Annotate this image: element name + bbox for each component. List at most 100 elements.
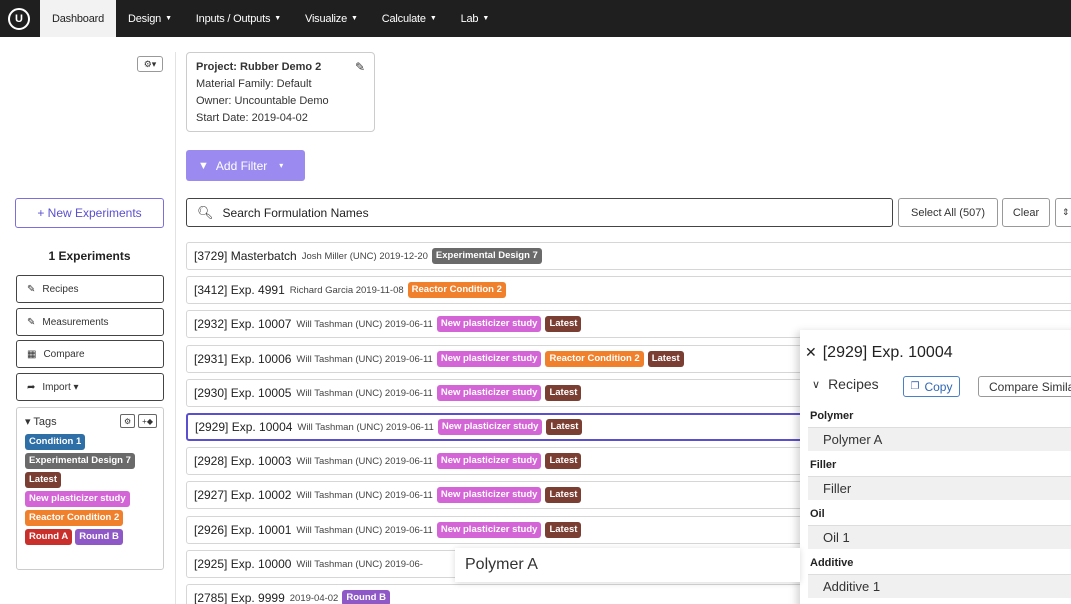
nav-item-visualize[interactable]: Visualize ▼ — [293, 0, 370, 37]
nav-item-label: Dashboard — [52, 12, 105, 25]
nav-item-calculate[interactable]: Calculate ▼ — [370, 0, 449, 37]
nav-item-inputs-outputs[interactable]: Inputs / Outputs ▼ — [184, 0, 293, 37]
compare-button[interactable]: ▦ Compare — [16, 340, 164, 368]
tag-chip[interactable]: New plasticizer study — [436, 351, 542, 367]
material-family: Material Family: Default — [196, 78, 312, 90]
search-input[interactable]: 🔍︎ Search Formulation Names — [186, 198, 893, 227]
add-filter-button[interactable]: ▼ Add Filter ▾ — [186, 150, 305, 181]
caret-down-icon: ▼ — [482, 15, 490, 22]
experiment-name: [2785] Exp. 9999 — [194, 591, 285, 604]
tag-chip[interactable]: Latest — [647, 351, 684, 367]
copy-label: Copy — [924, 379, 953, 394]
tags-title[interactable]: ▾ Tags — [25, 415, 57, 428]
copy-button[interactable]: ❐ Copy — [903, 376, 960, 397]
chevron-down-icon[interactable]: ▾ — [279, 161, 284, 170]
gear-icon: ⚙ — [124, 416, 132, 426]
tag-chip[interactable]: Experimental Design 7 — [25, 453, 135, 469]
experiment-name: [2932] Exp. 10007 — [194, 317, 292, 331]
recipes-button[interactable]: ✎ Recipes — [16, 275, 164, 303]
tag-chip[interactable]: Latest — [546, 419, 583, 435]
tag-chip[interactable]: New plasticizer study — [436, 316, 542, 332]
recipes-toggle[interactable]: ∨ Recipes — [812, 376, 879, 392]
nav-item-label: Calculate — [381, 12, 426, 25]
nav-item-dashboard[interactable]: Dashboard — [40, 0, 117, 37]
panel-title: [2929] Exp. 10004 — [822, 344, 953, 361]
tag-chip[interactable]: Reactor Condition 2 — [407, 282, 506, 298]
top-nav: U Dashboard Design ▼ Inputs / Outputs ▼ Visua… — [0, 0, 1071, 37]
tag-chip[interactable]: Latest — [545, 385, 582, 401]
logo-icon[interactable]: U — [8, 7, 30, 30]
ingredient-item[interactable]: Filler — [808, 476, 1071, 500]
share-arrow-icon: ➦ — [27, 381, 36, 393]
experiment-meta: Will Tashman (UNC) 2019-06- — [296, 558, 423, 570]
sort-button[interactable]: ⇕ — [1055, 198, 1071, 227]
tag-chip[interactable]: New plasticizer study — [436, 522, 542, 538]
experiment-row[interactable]: [2932] Exp. 10007 Will Tashman (UNC) 2019… — [186, 310, 1071, 338]
project-title: Project: Rubber Demo 2 — [196, 61, 322, 73]
add-tag-button[interactable]: +◆ — [138, 414, 157, 428]
add-filter-label: Add Filter — [215, 158, 268, 173]
select-all-button[interactable]: Select All (507) — [898, 198, 998, 227]
grid-icon: ▦ — [27, 348, 37, 360]
tag-chip[interactable]: Condition 1 — [25, 434, 86, 450]
experiment-row[interactable]: [3412] Exp. 4991 Richard Garcia 2019-11-0… — [186, 276, 1071, 304]
ingredient-item[interactable]: Polymer A — [808, 427, 1071, 451]
autocomplete-popup[interactable]: Polymer A — [455, 548, 800, 582]
search-icon: 🔍︎ — [197, 204, 214, 220]
nav-item-label: Visualize — [305, 12, 348, 25]
tag-chip[interactable]: Latest — [545, 487, 582, 503]
recipes-heading: Recipes — [828, 376, 879, 392]
tag-chip[interactable]: Round A — [25, 529, 73, 545]
sidebar-divider — [175, 52, 176, 604]
compare-label: Compare — [43, 348, 85, 360]
add-tag-icon: +◆ — [142, 416, 153, 426]
clear-button[interactable]: Clear — [1002, 198, 1050, 227]
tag-chip[interactable]: New plasticizer study — [436, 453, 542, 469]
settings-dropdown-button[interactable]: ⚙▾ — [137, 56, 163, 72]
experiment-meta: Will Tashman (UNC) 2019-06-11 — [296, 387, 433, 399]
tag-chip[interactable]: Round B — [75, 529, 123, 545]
nav-item-label: Lab — [460, 12, 479, 25]
experiment-detail-panel: ✕ [2929] Exp. 10004 ∨ Recipes ❐ Copy Comp… — [800, 330, 1071, 604]
project-card: Project: Rubber Demo 2 Material Family: … — [186, 52, 375, 132]
experiment-name: [3412] Exp. 4991 — [194, 283, 285, 297]
experiments-count: 1 Experiments — [48, 249, 131, 263]
ingredient-item[interactable]: Additive 1 — [808, 574, 1071, 598]
experiment-name: [2926] Exp. 10001 — [194, 523, 292, 537]
tag-chip[interactable]: Experimental Design 7 — [431, 248, 542, 264]
import-button[interactable]: ➦ Import ▾ — [16, 373, 164, 401]
new-experiments-button[interactable]: + New Experiments — [15, 198, 164, 228]
ingredient-item[interactable]: Oil 1 — [808, 525, 1071, 549]
tag-chip[interactable]: New plasticizer study — [437, 419, 543, 435]
tag-chip[interactable]: Latest — [25, 472, 61, 488]
pencil-icon: ✎ — [27, 316, 36, 328]
caret-down-icon: ▼ — [429, 15, 437, 22]
experiment-meta: Will Tashman (UNC) 2019-06-11 — [296, 455, 433, 467]
experiment-meta: Will Tashman (UNC) 2019-06-11 — [296, 318, 433, 330]
close-icon[interactable]: ✕ — [805, 344, 817, 360]
measurements-button[interactable]: ✎ Measurements — [16, 308, 164, 336]
experiment-name: [2927] Exp. 10002 — [194, 488, 292, 502]
edit-icon[interactable]: ✎ — [354, 60, 365, 74]
tag-chip[interactable]: Latest — [545, 453, 582, 469]
experiment-row[interactable]: [3729] Masterbatch Josh Miller (UNC) 2019… — [186, 242, 1071, 270]
nav-item-design[interactable]: Design ▼ — [116, 0, 184, 37]
ingredient-category: Oil — [810, 508, 825, 520]
tag-chip[interactable]: Reactor Condition 2 — [25, 510, 124, 526]
start-date: Start Date: 2019-04-02 — [196, 112, 308, 124]
caret-down-icon: ▼ — [165, 15, 172, 22]
tag-chip[interactable]: Round B — [342, 590, 390, 604]
experiment-meta: Richard Garcia 2019-11-08 — [289, 284, 404, 296]
compare-similar-button[interactable]: Compare Simila — [978, 376, 1071, 397]
tag-chip[interactable]: Reactor Condition 2 — [545, 351, 644, 367]
nav-item-lab[interactable]: Lab ▼ — [449, 0, 502, 37]
tag-chip[interactable]: Latest — [545, 316, 582, 332]
tag-chip[interactable]: New plasticizer study — [436, 487, 542, 503]
experiment-name: [3729] Masterbatch — [194, 249, 297, 263]
tag-chip[interactable]: Latest — [545, 522, 582, 538]
experiment-meta: Josh Miller (UNC) 2019-12-20 — [301, 250, 428, 262]
tag-chip[interactable]: New plasticizer study — [25, 491, 130, 507]
tag-chip[interactable]: New plasticizer study — [436, 385, 542, 401]
recipes-label: Recipes — [42, 283, 79, 295]
tag-settings-button[interactable]: ⚙ — [120, 414, 136, 428]
